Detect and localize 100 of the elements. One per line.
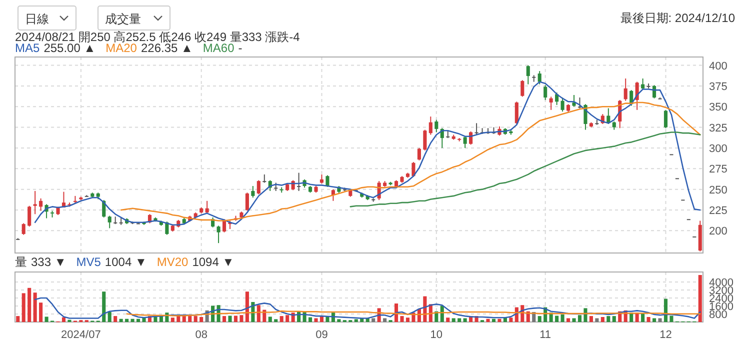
bar — [114, 316, 118, 322]
bar — [62, 317, 66, 322]
candlestick — [256, 180, 260, 195]
text: 1094 ▼ — [192, 255, 234, 269]
bar — [698, 275, 702, 322]
bar — [612, 316, 616, 322]
candlestick — [108, 215, 112, 229]
y-tick-label: 375 — [709, 80, 728, 93]
bar — [509, 318, 513, 322]
bar — [326, 316, 330, 322]
candlestick — [526, 64, 530, 85]
bar — [108, 312, 112, 322]
bar — [492, 318, 496, 322]
bar — [256, 305, 260, 322]
bar — [446, 318, 450, 322]
y-tick-label: 225 — [709, 204, 728, 217]
bar — [33, 292, 37, 322]
bar — [102, 292, 106, 322]
bar — [170, 318, 174, 322]
bar — [22, 293, 26, 322]
candlestick — [532, 74, 536, 82]
bar — [670, 316, 674, 322]
candlestick — [33, 190, 37, 215]
candlestick — [514, 101, 518, 124]
candlestick — [205, 200, 209, 214]
candlestick — [560, 97, 564, 112]
y-tick-label: 275 — [709, 164, 728, 176]
x-tick-label: 2024/07 — [61, 329, 101, 341]
bar — [240, 315, 244, 322]
bar — [486, 318, 490, 322]
candlestick — [544, 84, 548, 101]
text: 1004 ▼ — [104, 255, 147, 269]
text: 成交量 — [105, 12, 141, 26]
candlestick — [22, 222, 26, 236]
x-tick-label: 10 — [430, 329, 443, 341]
x-tick-label: 12 — [660, 329, 672, 341]
bar — [595, 318, 599, 322]
text: 最後日期: 2024/12/10 — [620, 11, 736, 25]
bar — [16, 316, 20, 322]
bar — [600, 317, 604, 322]
bar — [280, 316, 284, 322]
bar — [136, 318, 140, 322]
text: MV20 — [156, 255, 188, 269]
y-tick-label: 400 — [709, 60, 728, 72]
bar — [589, 316, 593, 322]
line-series — [34, 297, 701, 319]
bar — [188, 316, 192, 322]
bar — [400, 316, 404, 322]
bar — [560, 314, 564, 322]
bar — [44, 316, 48, 322]
bar — [119, 318, 123, 322]
candlestick — [572, 94, 576, 108]
bar — [538, 316, 542, 322]
bar — [463, 318, 467, 322]
bar — [555, 316, 559, 322]
y-tick-label: 250 — [709, 184, 728, 196]
bar — [606, 316, 610, 322]
bar — [354, 319, 358, 322]
bar — [458, 318, 462, 322]
bar — [130, 318, 134, 322]
y-tick-label: 200 — [709, 226, 728, 238]
text: MA5 — [15, 41, 40, 55]
candlestick — [39, 198, 43, 212]
bar — [641, 314, 645, 322]
candlestick — [28, 205, 32, 228]
bar — [308, 317, 312, 322]
bar — [578, 315, 582, 322]
text: 2024/08/21 開250 高252.5 低246 收249 量333 漲跌-4 — [15, 30, 300, 44]
bar — [274, 319, 278, 322]
bar — [372, 318, 376, 322]
text: MA20 — [106, 41, 138, 55]
y-tick-label: 300 — [709, 142, 728, 155]
y-tick-label: 800 — [709, 309, 728, 321]
candlestick — [297, 172, 301, 192]
candlestick — [434, 119, 438, 133]
bar — [28, 288, 32, 322]
text: 日線 — [25, 12, 49, 26]
candlestick — [624, 78, 628, 102]
bar — [234, 316, 238, 322]
text: MA60 — [202, 41, 235, 55]
candlestick — [216, 225, 220, 244]
bar — [584, 308, 588, 322]
candlestick — [423, 129, 427, 151]
candlestick — [520, 80, 524, 98]
bar — [337, 319, 341, 322]
candlestick — [578, 97, 582, 109]
bar — [452, 318, 456, 322]
bar — [222, 316, 226, 322]
bar — [646, 317, 650, 322]
bar — [154, 317, 158, 322]
bar — [383, 318, 387, 322]
bar — [286, 315, 290, 322]
candlestick — [474, 122, 478, 136]
bar — [194, 316, 198, 322]
candlestick — [326, 174, 330, 188]
bar — [39, 302, 43, 322]
x-tick-label: 11 — [540, 329, 552, 341]
candlestick — [428, 116, 432, 136]
candlestick — [538, 70, 542, 85]
text: - — [238, 41, 242, 55]
